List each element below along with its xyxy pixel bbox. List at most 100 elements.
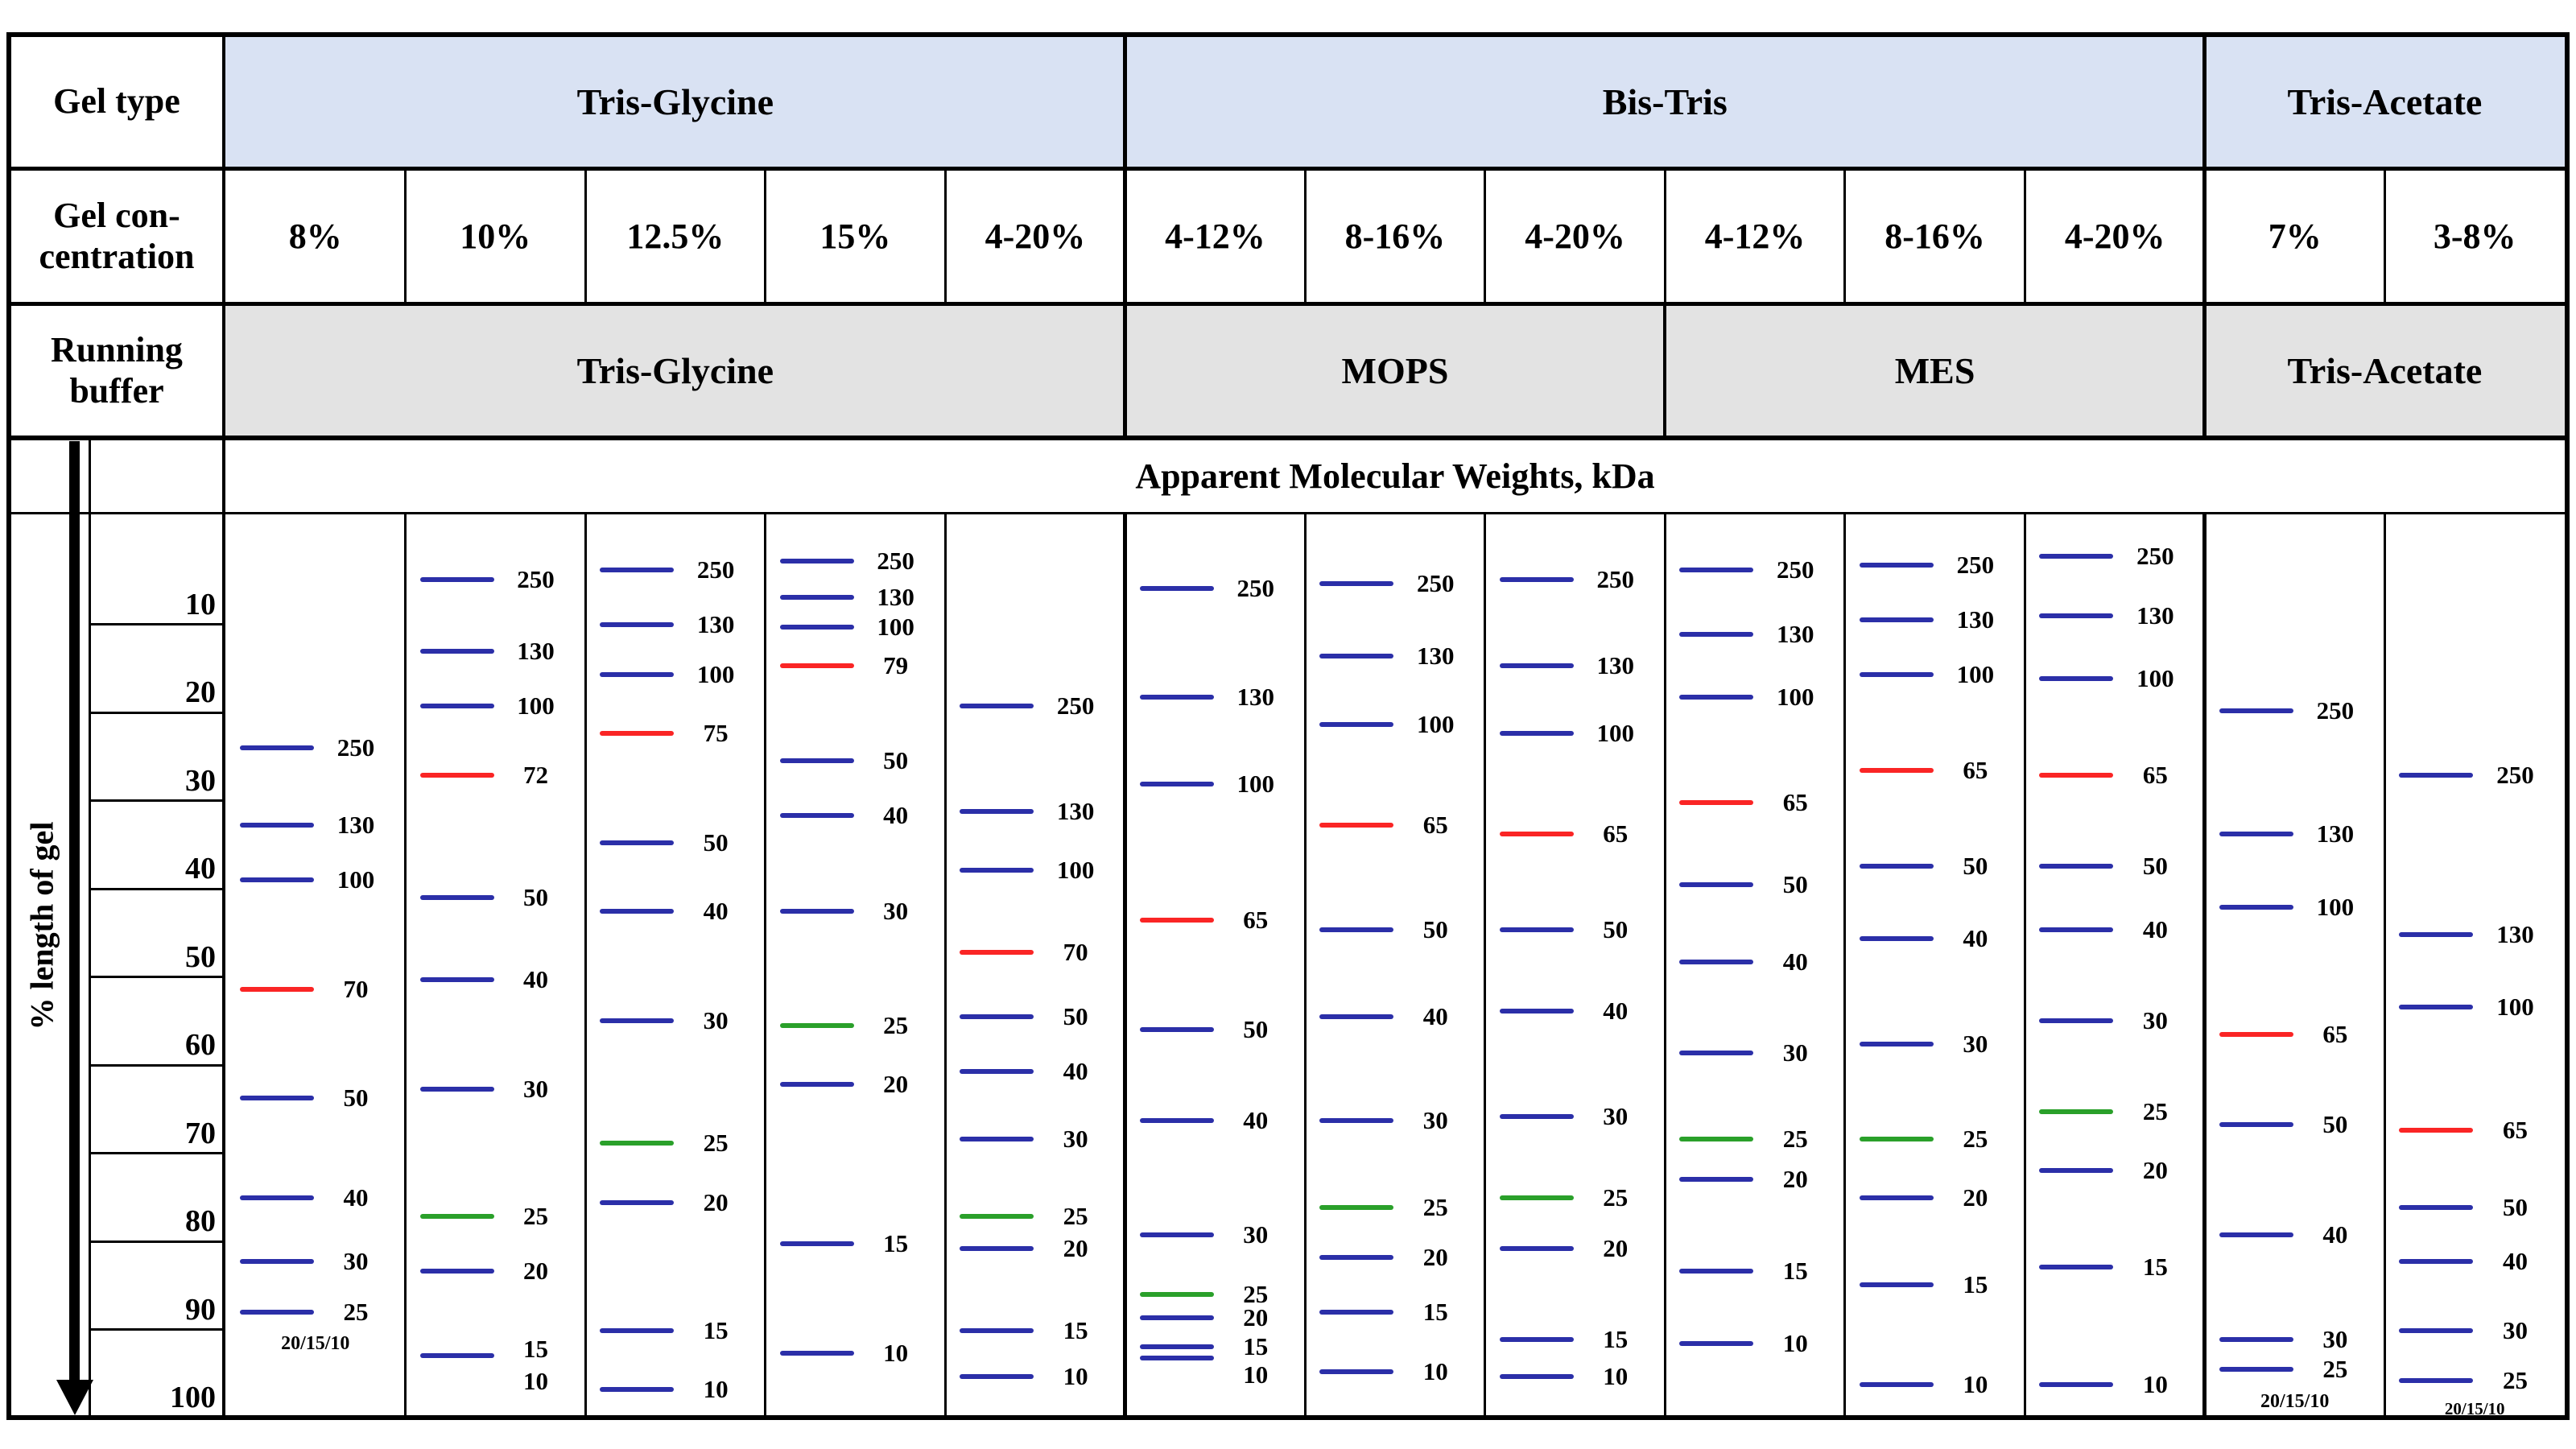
band-line-65kda (1319, 823, 1394, 828)
band-label-20kda: 20 (1063, 1233, 1088, 1262)
tick-line-60 (91, 1063, 222, 1067)
band-label-20kda: 20 (1422, 1242, 1448, 1271)
band-label-250kda: 250 (1416, 569, 1455, 598)
band-label-250kda: 250 (1956, 551, 1995, 580)
band-line-250kda (419, 576, 494, 582)
band-line-70kda (240, 986, 314, 992)
band-line-100kda (1319, 722, 1394, 728)
band-label-40kda: 40 (523, 964, 549, 993)
band-line-10kda (1679, 1341, 1754, 1347)
band-label-130kda: 130 (877, 582, 914, 611)
band-label-250kda: 250 (517, 564, 555, 593)
band-label-130kda: 130 (2316, 819, 2355, 848)
band-label-50kda: 50 (523, 882, 549, 911)
band-label-25kda: 25 (1603, 1183, 1629, 1212)
band-label-10kda: 10 (1243, 1360, 1269, 1389)
band-label-25kda: 25 (1782, 1124, 1808, 1153)
band-line-65kda (2399, 1128, 2474, 1133)
band-label-40kda: 40 (883, 801, 909, 830)
band-label-250kda: 250 (2316, 696, 2355, 724)
band-line-100kda (2039, 676, 2114, 682)
band-label-50kda: 50 (1063, 1001, 1088, 1030)
band-line-100kda (1139, 781, 1214, 786)
band-label-25kda: 25 (2142, 1097, 2168, 1126)
lane-divider-row2 (2023, 167, 2026, 305)
band-line-10kda (1859, 1382, 1934, 1388)
band-line-30kda (1499, 1113, 1574, 1119)
lane-divider-body (764, 512, 767, 1420)
band-line-25kda (1679, 1136, 1754, 1141)
band-line-15kda (1859, 1282, 1934, 1287)
band-label-15kda: 15 (1782, 1257, 1808, 1286)
table-border-left (6, 32, 11, 1420)
band-line-50kda (1859, 863, 1934, 869)
lane-divider-body (1663, 512, 1666, 1420)
band-label-40kda: 40 (2322, 1220, 2348, 1249)
gel-concentration-cell: 4-12% (1165, 217, 1265, 256)
band-label-10kda: 10 (883, 1339, 909, 1368)
band-line-250kda (2039, 554, 2114, 559)
band-label-130kda: 130 (696, 609, 735, 638)
band-line-100kda (1859, 671, 1934, 677)
band-line-20kda (2039, 1168, 2114, 1174)
band-label-130kda: 130 (1777, 619, 1814, 648)
band-line-10kda (1499, 1373, 1574, 1379)
percent-length-of-gel-axis-label: % length of gel (23, 821, 60, 1030)
band-line-72kda (419, 772, 494, 778)
lane-divider-row2 (404, 167, 407, 305)
band-line-130kda (2219, 832, 2293, 837)
band-line-40kda (2399, 1259, 2474, 1265)
band-label-100kda: 100 (1596, 719, 1635, 748)
gel-concentration-cell: 8-16% (1344, 217, 1446, 256)
band-line-250kda (1679, 567, 1754, 572)
band-line-15kda (779, 1241, 854, 1247)
band-line-20kda (1139, 1315, 1214, 1321)
band-line-40kda (240, 1195, 314, 1201)
band-line-15kda (1679, 1269, 1754, 1274)
band-line-20kda (1859, 1195, 1934, 1201)
lane-divider-row2 (584, 167, 587, 305)
band-line-250kda (600, 567, 675, 572)
tick-label-60: 60 (185, 1028, 216, 1062)
row-line-gel-type-bottom (6, 167, 2570, 171)
gel-type-group-tris-glycine: Tris-Glycine (576, 81, 774, 122)
band-label-25kda: 25 (1063, 1202, 1088, 1231)
band-label-10kda: 10 (1063, 1361, 1088, 1390)
lane-divider-row2 (764, 167, 767, 305)
tick-line-50 (91, 976, 222, 978)
band-label-15kda: 15 (883, 1229, 909, 1258)
column-line-scale (89, 436, 91, 1420)
band-line-25kda (960, 1214, 1034, 1220)
lane-divider-row2 (1303, 167, 1307, 305)
band-line-130kda (2039, 613, 2114, 618)
band-line-130kda (2399, 931, 2474, 937)
lane-divider-row2 (1843, 167, 1847, 305)
band-label-250kda: 250 (1236, 573, 1274, 602)
lane-divider-row2 (2383, 167, 2386, 305)
gel-type-group-tris-acetate: Tris-Acetate (2287, 81, 2483, 122)
band-line-50kda (1679, 881, 1754, 887)
band-label-20kda: 20 (883, 1070, 909, 1099)
band-label-100kda: 100 (1416, 710, 1455, 739)
band-line-20kda (960, 1245, 1034, 1251)
band-line-30kda (1139, 1232, 1214, 1238)
band-label-40kda: 40 (1063, 1056, 1088, 1085)
gel-concentration-cell: 15% (819, 217, 891, 256)
lane-divider-body (943, 512, 947, 1420)
band-label-65kda: 65 (2322, 1019, 2348, 1048)
band-line-65kda (1679, 799, 1754, 805)
band-line-20kda (1499, 1245, 1574, 1251)
band-line-100kda (240, 877, 314, 883)
band-line-15kda (1499, 1336, 1574, 1342)
band-label-20kda: 20 (523, 1257, 549, 1286)
band-label-100kda: 100 (336, 865, 375, 894)
running-buffer-header-label: Running buffer (51, 329, 183, 411)
band-line-250kda (2399, 772, 2474, 778)
band-label-20kda: 20 (1963, 1183, 1988, 1212)
tick-label-20: 20 (185, 675, 216, 709)
band-line-10kda (960, 1373, 1034, 1379)
band-label-70kda: 70 (1063, 937, 1088, 966)
band-label-100kda: 100 (2136, 664, 2174, 693)
band-label-130kda: 130 (1956, 605, 1995, 634)
band-label-100kda: 100 (1777, 683, 1814, 712)
